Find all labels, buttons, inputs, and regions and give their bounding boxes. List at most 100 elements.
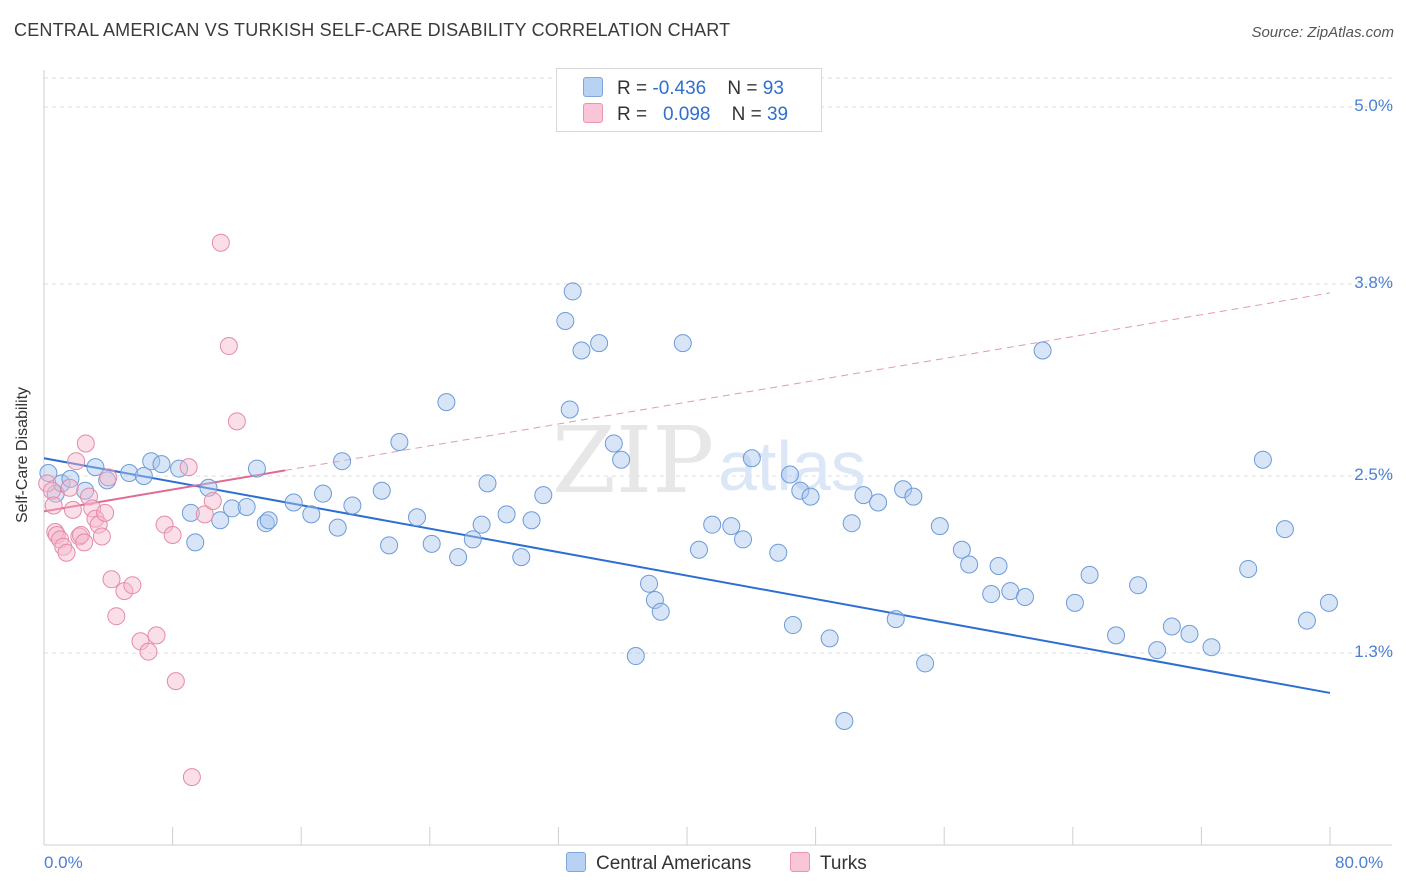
central-americans-point (640, 574, 659, 593)
central-americans-point (590, 334, 609, 353)
central-americans-point (522, 511, 541, 530)
watermark-zip: ZIP (552, 407, 714, 514)
turks-point (123, 576, 142, 595)
central-americans-point (842, 514, 861, 533)
central-americans-point (1107, 626, 1126, 645)
central-americans-point (333, 452, 352, 471)
central-americans-point (791, 481, 810, 500)
turks-point (166, 672, 185, 691)
central-americans-point (328, 518, 347, 537)
y-tick-label: 5.0% (1354, 95, 1393, 115)
bottom-legend-central-americans: Central Americans (566, 852, 751, 875)
central-americans-point (689, 540, 708, 559)
turks-points (38, 233, 246, 787)
central-americans-point (916, 654, 935, 673)
central-americans-point (1162, 617, 1181, 636)
central-americans-point (152, 455, 171, 474)
legend-row-turks: R = 0.098 N = 39 (583, 103, 788, 126)
central-americans-point (869, 493, 888, 512)
legend-r-value: -0.436 (652, 78, 707, 99)
central-americans-point (886, 610, 905, 629)
turks-point (67, 452, 86, 471)
legend-r-label: R = (617, 78, 653, 99)
central-americans-point (284, 493, 303, 512)
bottom-legend-label: Turks (820, 853, 867, 874)
axes (43, 70, 1392, 846)
turks-point (63, 500, 82, 519)
x-tick-label-min: 0.0% (44, 853, 83, 872)
legend-r-value: 0.098 (662, 104, 711, 125)
central-americans-trend-line (43, 457, 1331, 694)
central-americans-point (512, 548, 531, 567)
chart-title: CENTRAL AMERICAN VS TURKISH SELF-CARE DI… (14, 20, 731, 40)
central-americans-point (449, 548, 468, 567)
turks-point (163, 526, 182, 544)
source-label: Source: ZipAtlas.com (1251, 24, 1394, 41)
central-americans-point (835, 712, 854, 730)
central-americans-point (181, 503, 200, 522)
central-americans-point (408, 508, 427, 527)
turks-point (57, 543, 76, 562)
central-americans-point (314, 484, 333, 503)
central-americans-point (259, 511, 278, 530)
central-americans-point (854, 486, 873, 505)
pink-swatch-icon (790, 852, 810, 872)
central-americans-point (820, 629, 839, 648)
central-americans-point (673, 334, 692, 353)
turks-point (96, 503, 115, 522)
bottom-legend-label: Central Americans (596, 853, 752, 874)
legend-n-value: 39 (766, 104, 789, 125)
central-americans-point (703, 515, 722, 534)
legend-n-label: N = (727, 78, 763, 99)
y-tick-label: 2.5% (1354, 464, 1393, 484)
grid (44, 77, 1392, 654)
turks-point (43, 481, 62, 500)
central-americans-point (1129, 576, 1148, 595)
central-americans-point (222, 499, 241, 518)
central-americans-point (186, 533, 205, 552)
blue-swatch-icon (566, 852, 586, 872)
central-americans-point (651, 602, 670, 621)
central-americans-point (904, 487, 923, 506)
central-americans-point (380, 536, 399, 555)
central-americans-point (478, 474, 497, 493)
central-americans-point (1319, 593, 1338, 612)
legend-r-label: R = (617, 104, 653, 125)
turks-point (80, 487, 99, 506)
central-americans-point (134, 466, 153, 485)
central-americans-point (801, 487, 820, 506)
blue-swatch-icon (583, 77, 603, 97)
central-americans-point (742, 449, 761, 468)
central-americans-point (372, 481, 391, 500)
central-americans-point (497, 505, 516, 524)
central-americans-point (302, 505, 321, 524)
turks-point (139, 642, 158, 661)
central-americans-point (237, 497, 256, 516)
central-americans-point (1033, 341, 1052, 360)
central-americans-point (256, 514, 275, 533)
central-americans-point (199, 478, 218, 497)
central-americans-point (120, 464, 139, 482)
central-americans-point (722, 517, 741, 536)
turks-point (203, 492, 222, 511)
central-americans-point (211, 511, 230, 530)
turks-point (86, 509, 105, 528)
central-americans-point (98, 471, 117, 490)
central-americans-point (1202, 638, 1221, 657)
central-americans-point (734, 530, 753, 549)
central-americans-point (982, 585, 1001, 604)
turks-point (60, 478, 79, 497)
central-americans-point (1080, 565, 1099, 584)
turks-point (182, 768, 201, 787)
central-americans-point (390, 433, 409, 451)
central-americans-point (894, 480, 913, 499)
central-americans-point (1239, 559, 1258, 578)
legend-n-label: N = (731, 104, 767, 125)
turks-point (211, 233, 230, 252)
central-americans-point (437, 393, 456, 412)
central-americans-point (472, 515, 491, 534)
bottom-legend-turks: Turks (790, 852, 867, 875)
pink-swatch-icon (583, 103, 603, 123)
legend-n-value: 93 (762, 78, 784, 99)
